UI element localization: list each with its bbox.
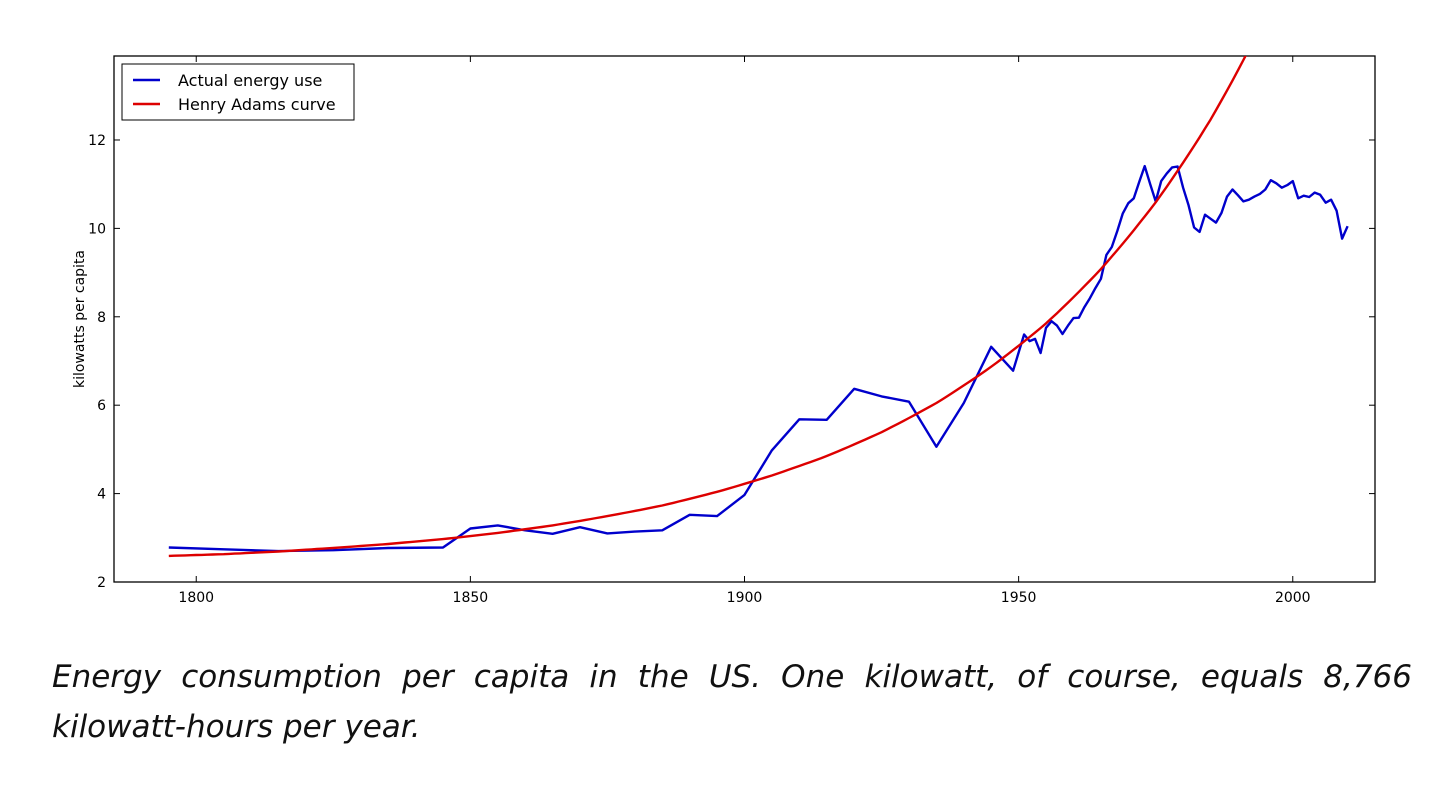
- x-tick-label-1900: 1900: [727, 590, 763, 606]
- series-group: [168, 56, 1349, 558]
- x-tick-label-2000: 2000: [1275, 590, 1311, 606]
- y-tick-label-4: 4: [97, 487, 106, 503]
- axis-ticks: 1800 1850 1900 1950 2000 2 4 6 8 10 12: [88, 56, 1375, 606]
- plot-frame: [113, 55, 1376, 583]
- legend: Actual energy use Henry Adams curve: [121, 63, 355, 121]
- chart: 1800 1850 1900 1950 2000 2 4 6 8 10 12 kilowatts p…: [72, 55, 1376, 606]
- y-tick-label-10: 10: [88, 221, 106, 237]
- x-tick-label-1800: 1800: [178, 590, 214, 606]
- x-tick-label-1950: 1950: [1001, 590, 1037, 606]
- legend-label-actual: Actual energy use: [178, 71, 322, 90]
- y-tick-label-12: 12: [88, 133, 106, 149]
- y-tick-label-6: 6: [97, 398, 106, 414]
- legend-label-adams: Henry Adams curve: [178, 95, 336, 114]
- series-henry-adams-curve: [168, 56, 1247, 558]
- figure-caption: Energy consumption per capita in the US.…: [52, 659, 1412, 745]
- legend-box: [121, 63, 355, 121]
- series-actual-energy-line: [168, 164, 1349, 553]
- y-axis-label: kilowatts per capita: [72, 250, 88, 388]
- y-tick-label-8: 8: [97, 310, 106, 326]
- y-tick-label-2: 2: [97, 575, 106, 591]
- x-tick-label-1850: 1850: [453, 590, 489, 606]
